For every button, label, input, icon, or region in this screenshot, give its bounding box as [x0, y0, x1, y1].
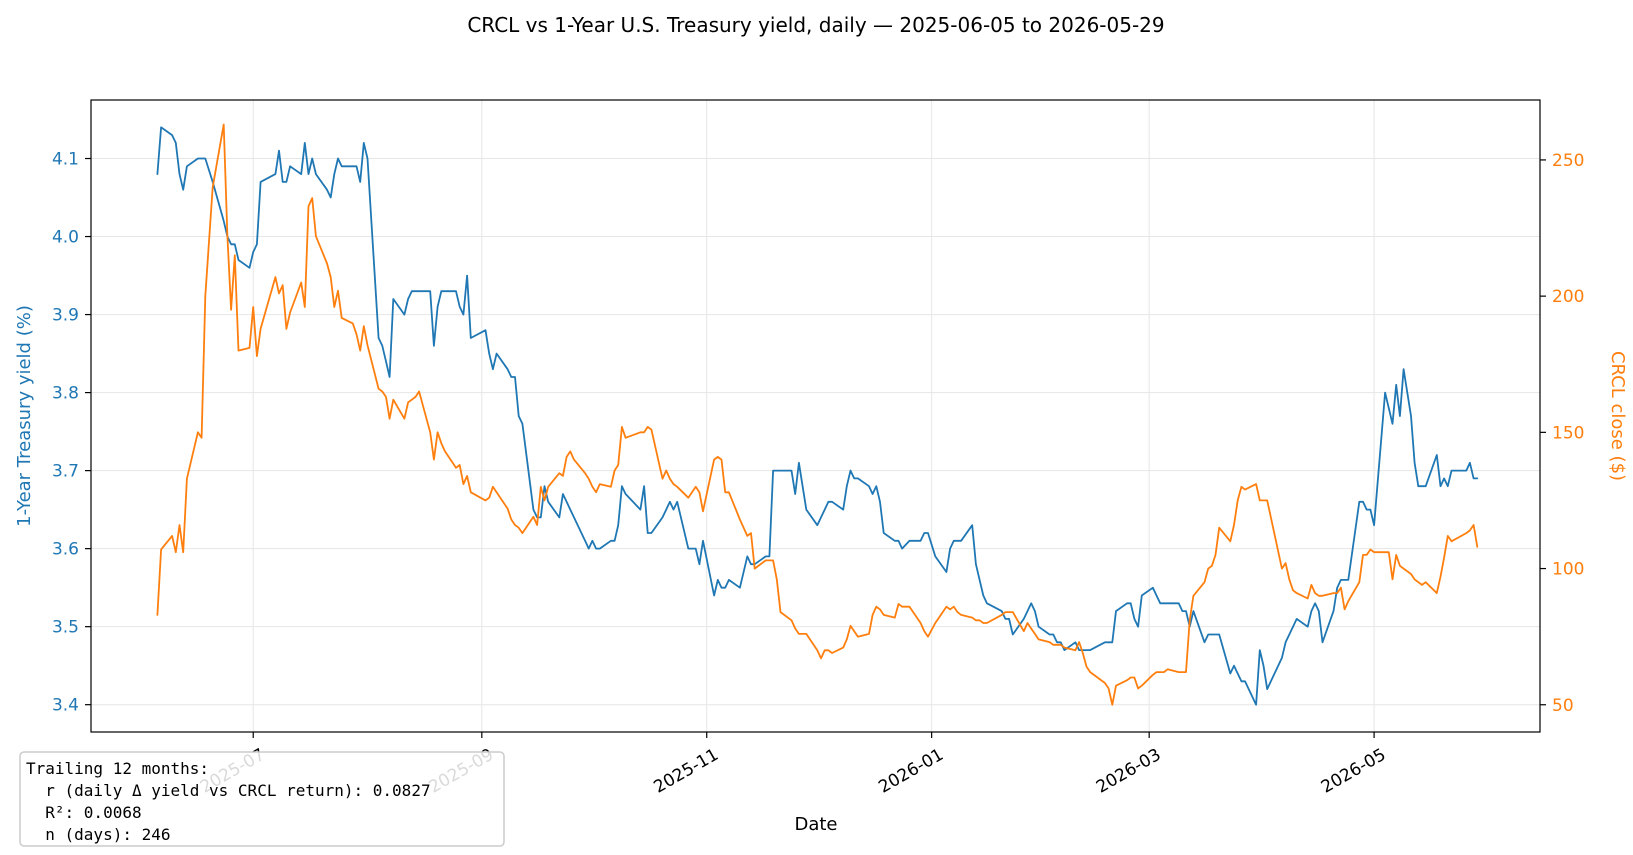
yield-series-line	[156, 126, 1479, 706]
y-right-tick-label: 250	[1552, 151, 1584, 171]
y-right-tick-label: 50	[1552, 696, 1574, 716]
plot-frame	[90, 99, 1541, 733]
chart-title: CRCL vs 1-Year U.S. Treasury yield, dail…	[467, 13, 1164, 37]
grid	[91, 100, 1540, 732]
stats-box: Trailing 12 months: r (daily Δ yield vs …	[19, 751, 505, 847]
y-left-tick-label: 3.4	[52, 696, 79, 716]
y-axis-left-label: 1-Year Treasury yield (%)	[14, 305, 35, 527]
stats-r: r (daily Δ yield vs CRCL return): 0.0827	[26, 781, 431, 800]
y-axis-left: 3.4 3.5 3.6 3.7 3.8 3.9 4.0 4.1	[52, 150, 91, 716]
y-left-tick-label: 3.9	[52, 306, 79, 326]
stats-n: n (days): 246	[26, 825, 171, 844]
y-axis-right: 50 100 150 200 250	[1540, 151, 1584, 716]
y-right-tick-label: 100	[1552, 560, 1584, 580]
stats-r2: R²: 0.0068	[26, 803, 142, 822]
x-axis-label: Date	[794, 814, 837, 835]
crcl-series-line	[156, 123, 1479, 706]
y-left-tick-label: 4.0	[52, 228, 79, 248]
y-left-tick-label: 3.6	[52, 540, 79, 560]
y-axis-right-label: CRCL close ($)	[1607, 351, 1628, 481]
y-left-tick-label: 3.7	[52, 462, 79, 482]
stats-box-frame	[19, 751, 505, 847]
y-left-tick-label: 3.5	[52, 618, 79, 638]
y-right-tick-label: 150	[1552, 423, 1584, 443]
y-left-tick-label: 4.1	[52, 150, 79, 170]
plot-lines	[156, 123, 1479, 706]
stats-heading: Trailing 12 months:	[26, 759, 209, 778]
y-right-tick-label: 200	[1552, 287, 1584, 307]
y-left-tick-label: 3.8	[52, 384, 79, 404]
